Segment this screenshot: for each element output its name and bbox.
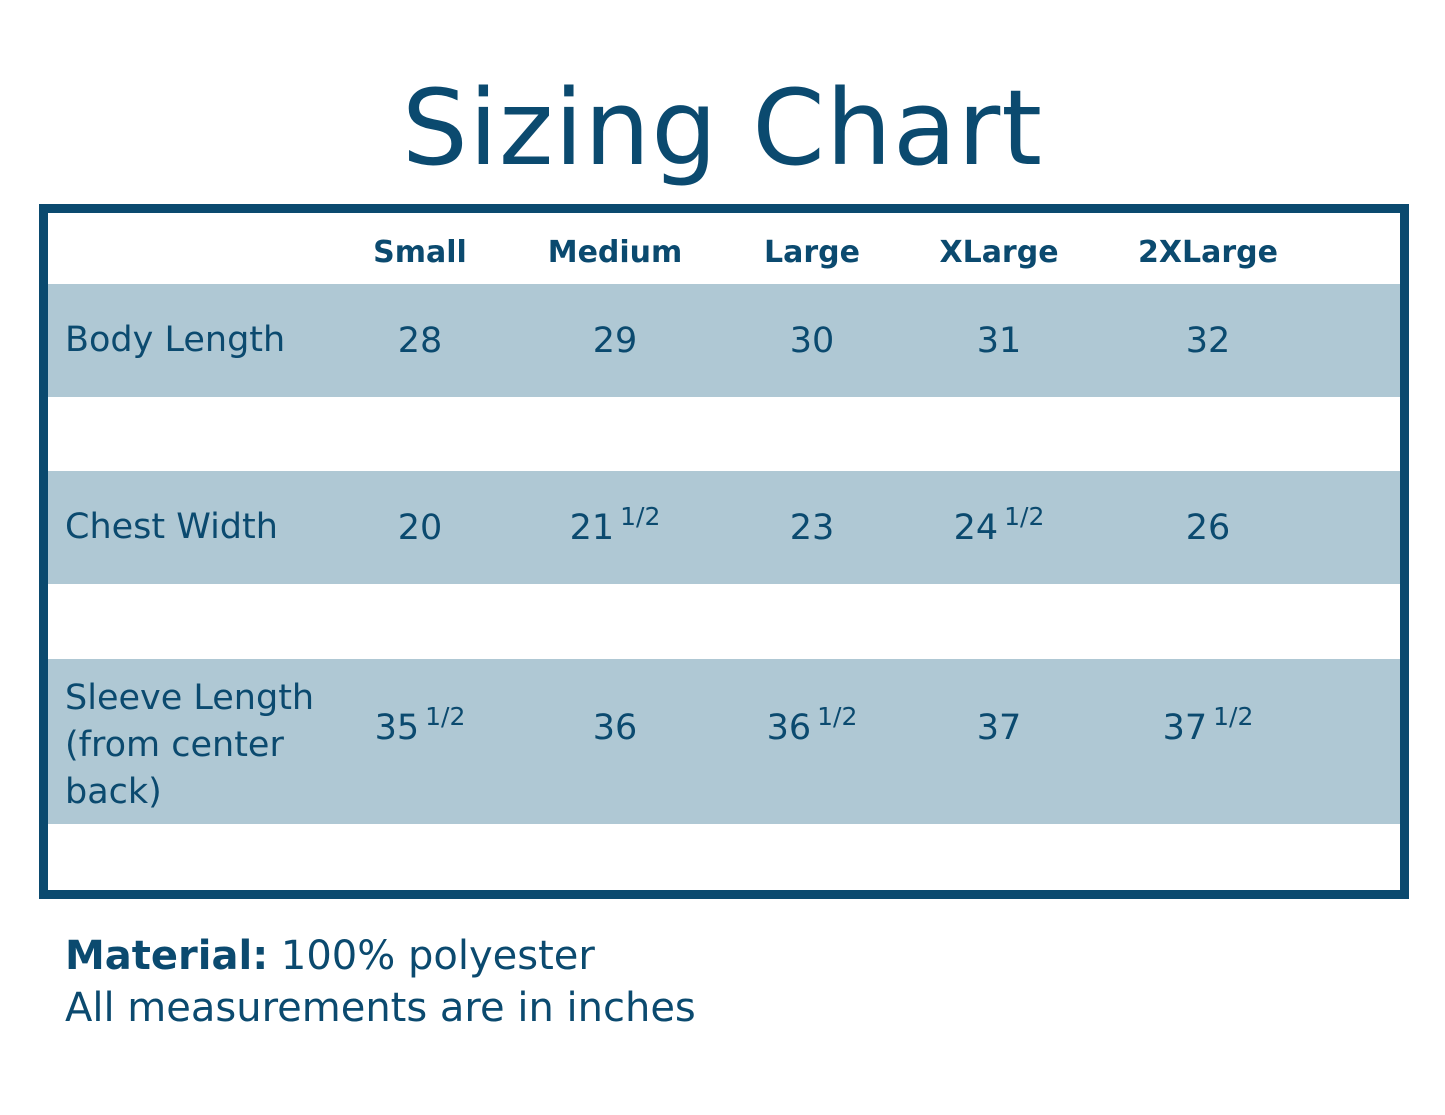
cell-value: 37 <box>976 708 1022 748</box>
table-cell: 21 1/2 <box>569 502 661 548</box>
cell-value: 35 <box>374 708 420 748</box>
row-label-line: Sleeve Length <box>65 678 315 718</box>
row-label: Sleeve Length (from center back) <box>65 675 314 816</box>
page-title: Sizing Chart <box>401 67 1044 189</box>
cell-value: 32 <box>1185 321 1231 361</box>
table-cell: 29 <box>593 321 638 361</box>
cell-value: 31 <box>976 321 1022 361</box>
cell-value: 36 <box>592 708 638 748</box>
cell-fraction: 1/2 <box>620 502 661 531</box>
table-cell: 26 <box>1186 508 1231 548</box>
cell-fraction: 1/2 <box>817 702 858 731</box>
cell-value: 28 <box>397 321 443 361</box>
row-label: Chest Width <box>65 507 278 547</box>
row-band-body-length <box>48 284 1400 397</box>
material-line: Material: 100% polyester <box>65 930 595 982</box>
cell-value: 30 <box>789 321 835 361</box>
column-header-2xlarge: 2XLarge <box>1138 235 1278 270</box>
cell-fraction: 1/2 <box>1213 702 1254 731</box>
table-cell: 35 1/2 <box>374 702 466 748</box>
cell-value: 20 <box>397 508 443 548</box>
cell-value: 36 <box>766 708 812 748</box>
table-cell: 37 1/2 <box>1162 702 1254 748</box>
row-label-line: (from center <box>65 725 284 765</box>
cell-value: 26 <box>1185 508 1231 548</box>
table-cell: 37 <box>977 708 1022 748</box>
cell-value: 21 <box>569 508 615 548</box>
row-band-chest-width <box>48 471 1400 584</box>
cell-value: 23 <box>789 508 835 548</box>
table-cell: 36 <box>593 708 638 748</box>
sizing-table: Small Medium Large XLarge 2XLarge Body Length… <box>39 204 1409 899</box>
row-label: Body Length <box>65 320 286 360</box>
cell-value: 37 <box>1162 708 1208 748</box>
cell-value: 29 <box>592 321 638 361</box>
cell-value: 24 <box>953 508 999 548</box>
cell-fraction: 1/2 <box>1004 502 1045 531</box>
material-value: 100% polyester <box>280 933 595 979</box>
table-cell: 31 <box>977 321 1022 361</box>
table-cell: 23 <box>790 508 835 548</box>
table-cell: 36 1/2 <box>766 702 858 748</box>
column-header-medium: Medium <box>547 235 683 270</box>
table-cell: 24 1/2 <box>953 502 1045 548</box>
table-cell: 28 <box>398 321 443 361</box>
row-band-sleeve-length <box>48 659 1400 824</box>
column-header-xlarge: XLarge <box>939 235 1059 270</box>
material-label: Material: <box>65 933 269 979</box>
row-label-line: back) <box>65 772 162 812</box>
table-cell: 32 <box>1186 321 1231 361</box>
column-header-small: Small <box>373 235 467 270</box>
column-header-large: Large <box>764 235 860 270</box>
table-cell: 20 <box>398 508 443 548</box>
measurement-note: All measurements are in inches <box>65 985 696 1031</box>
table-cell: 30 <box>790 321 835 361</box>
cell-fraction: 1/2 <box>425 702 466 731</box>
